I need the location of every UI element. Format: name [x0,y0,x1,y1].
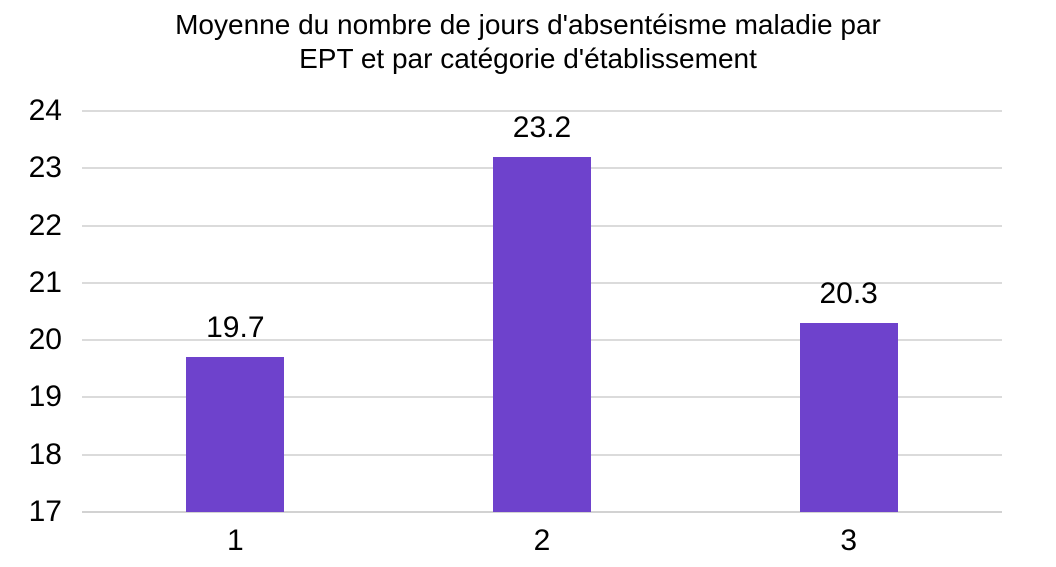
x-axis-line [82,511,1002,513]
bar-value-label: 20.3 [819,276,878,310]
bar-value-label: 23.2 [512,110,572,144]
y-tick-label: 21 [28,265,62,299]
bar [493,156,591,512]
y-tick-label: 20 [28,323,62,357]
y-tick-label: 17 [28,495,62,528]
bar [799,322,898,512]
bar [186,357,285,512]
y-tick-label: 22 [28,208,62,242]
chart-title-line2: EPT et par catégorie d'établissement [299,43,757,74]
bar-value-label: 19.7 [206,311,265,345]
gridline [82,110,1002,112]
chart-title: Moyenne du nombre de jours d'absentéisme… [0,8,1056,76]
y-tick-label: 19 [28,380,62,414]
y-tick-label: 24 [28,94,62,127]
y-tick-label: 18 [28,437,62,471]
x-category-label: 3 [840,524,857,557]
chart-title-line1: Moyenne du nombre de jours d'absentéisme… [175,9,881,40]
y-tick-label: 23 [28,151,62,185]
x-category-label: 1 [226,524,244,557]
x-category-label: 2 [533,524,551,557]
